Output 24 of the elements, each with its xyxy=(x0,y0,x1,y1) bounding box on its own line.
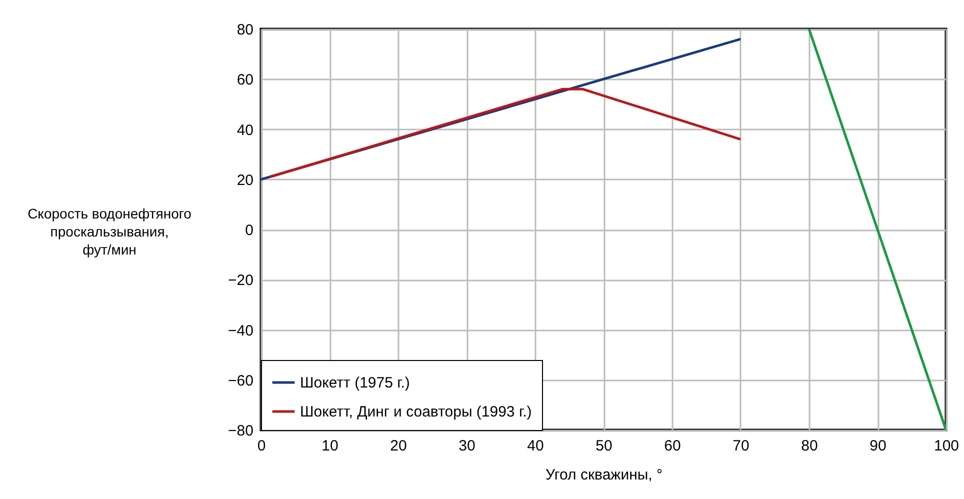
y-tick-label: 20 xyxy=(236,172,254,189)
x-tick-label: 40 xyxy=(527,438,544,454)
legend-label: Шокетт, Динг и соавторы (1993 г.) xyxy=(300,404,532,420)
x-tick-label: 80 xyxy=(801,438,818,454)
y-tick-label: −40 xyxy=(228,322,254,340)
y-tick-label: 60 xyxy=(236,72,254,89)
x-tick-label: 50 xyxy=(596,438,612,454)
x-tick-label: 90 xyxy=(870,438,886,454)
y-axis-title: Скорость водонефтяного проскальзывания, фут/мин xyxy=(28,206,192,258)
x-tick-label: 100 xyxy=(934,438,960,454)
x-tick-label: 30 xyxy=(458,438,476,454)
y-tick-label: −60 xyxy=(228,372,254,390)
x-tick-label: 20 xyxy=(390,438,407,454)
y-tick-label: 80 xyxy=(236,22,254,38)
x-axis-title: Угол скважины, ° xyxy=(546,466,662,484)
y-tick-label: 40 xyxy=(236,122,254,139)
legend-label: Шокетт (1975 г.) xyxy=(300,374,410,392)
y-tick-label: 0 xyxy=(245,222,254,239)
x-tick-label: 60 xyxy=(664,438,681,454)
x-tick-label: 10 xyxy=(322,438,338,454)
y-tick-label: −20 xyxy=(228,272,254,290)
x-tick-label: 70 xyxy=(732,438,750,454)
y-tick-label: −80 xyxy=(228,422,254,440)
x-tick-label: 0 xyxy=(257,438,266,454)
